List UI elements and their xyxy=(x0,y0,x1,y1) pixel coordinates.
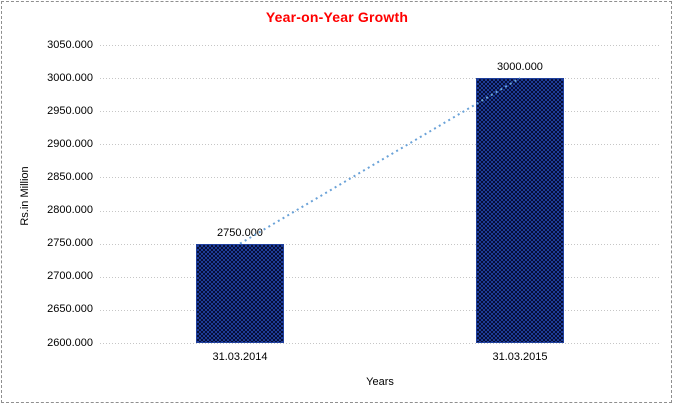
bar xyxy=(476,78,564,343)
y-tick-label: 2650.000 xyxy=(47,303,93,316)
y-tick-label: 2850.000 xyxy=(47,170,93,183)
gridline xyxy=(100,45,660,46)
y-tick-label: 2700.000 xyxy=(47,270,93,283)
gridline xyxy=(100,177,660,179)
gridline xyxy=(100,78,660,80)
gridline xyxy=(100,343,660,344)
gridline xyxy=(100,276,660,278)
y-tick-label: 3000.000 xyxy=(47,71,93,84)
bar-value-label: 3000.000 xyxy=(497,61,543,74)
gridline xyxy=(100,144,660,146)
gridline xyxy=(100,210,660,212)
chart-title: Year-on-Year Growth xyxy=(265,9,409,25)
bar-value-label: 2750.000 xyxy=(217,226,263,239)
gridline xyxy=(100,309,660,311)
y-tick-label: 2600.000 xyxy=(47,336,93,349)
y-tick-label: 3050.000 xyxy=(47,38,93,51)
gridline xyxy=(100,111,660,113)
x-axis-title: Years xyxy=(366,376,394,388)
y-tick-label: 2950.000 xyxy=(47,104,93,117)
x-category-label: 31.03.2015 xyxy=(492,351,548,363)
y-tick-label: 2800.000 xyxy=(47,204,93,217)
x-category-label: 31.03.2014 xyxy=(212,351,268,363)
y-tick-label: 2750.000 xyxy=(47,237,93,250)
bar xyxy=(196,243,284,343)
y-tick-label: 2900.000 xyxy=(47,137,93,150)
gridline xyxy=(100,243,660,245)
